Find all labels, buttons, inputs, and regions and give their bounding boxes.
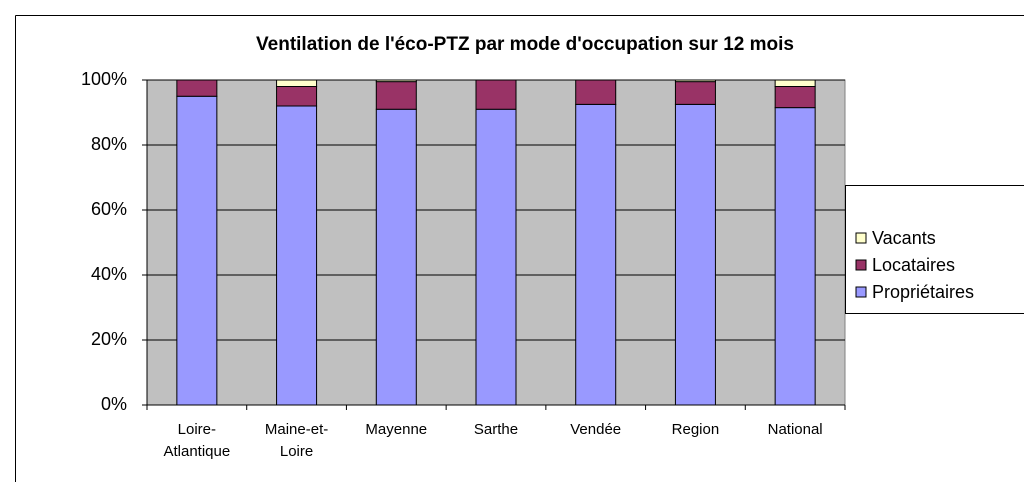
x-tick-label: Maine-et-Loire [264,421,329,460]
x-tick-label: Vendée [570,421,622,438]
bar-segment [375,81,417,110]
bar-segment [475,79,517,110]
y-tick-label: 100% [81,69,127,89]
legend [845,185,1024,314]
y-tick-label: 40% [91,264,127,284]
y-tick-label: 80% [91,134,127,154]
bar-segment [276,86,318,107]
bar-segment [774,107,816,406]
legend-swatch [855,259,867,271]
bar-segment [176,95,218,406]
bar-segment [774,79,816,87]
legend-label: Propriétaires [872,282,974,302]
x-tick-label: Sarthe [473,421,519,438]
x-tick-label: Region [671,421,720,438]
bar-segment [575,103,617,406]
chart-title: Ventilation de l'éco-PTZ par mode d'occu… [256,34,794,55]
bar-segment [575,79,617,105]
bar-segment [375,79,417,83]
y-tick-label: 20% [91,329,127,349]
y-tick-label: 60% [91,199,127,219]
bar-segment [276,79,318,87]
x-tick-label: Mayenne [365,421,428,438]
legend-label: Locataires [872,255,955,275]
legend-swatch [855,286,867,298]
x-tick-label: Loire-Atlantique [163,421,231,460]
bar-segment [774,86,816,109]
bar-segment [276,105,318,406]
bar-segment [375,108,417,406]
legend-label: Vacants [872,228,936,248]
x-tick-label: National [767,421,823,438]
bar-segment [674,79,716,83]
bar-segment [674,81,716,105]
y-tick-label: 0% [101,394,127,414]
legend-swatch [855,232,867,244]
bar-segment [475,108,517,406]
bar-segment [176,79,218,97]
bar-segment [674,103,716,406]
